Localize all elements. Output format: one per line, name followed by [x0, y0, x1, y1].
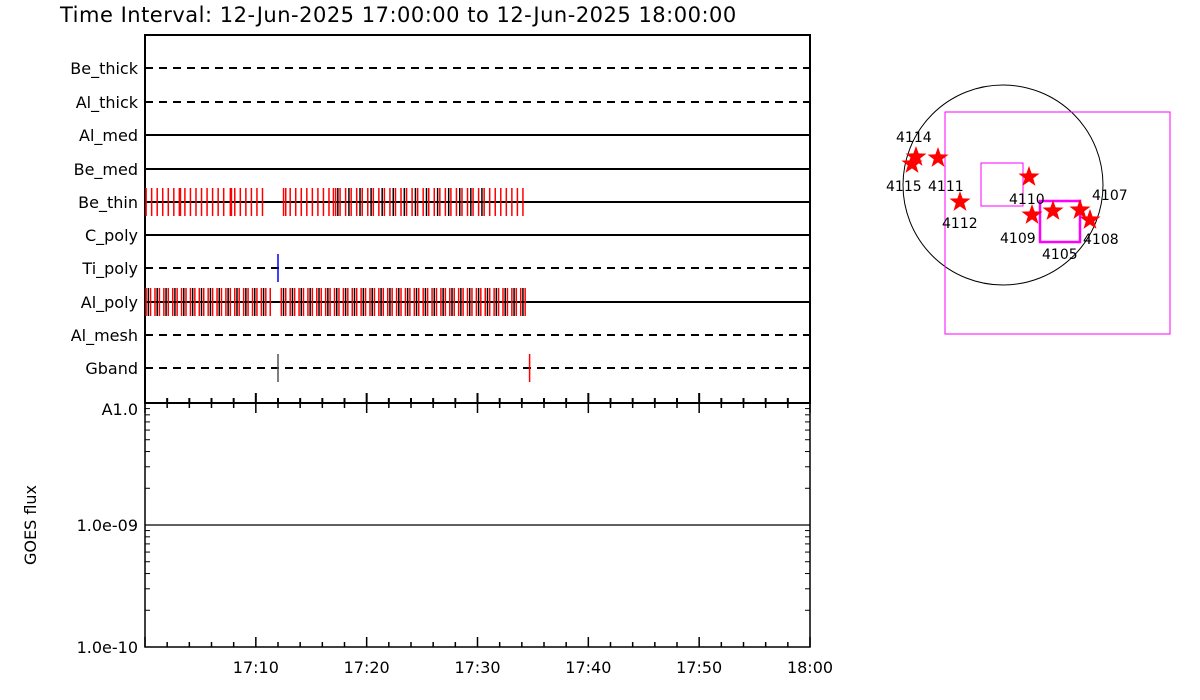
active-region-label: 4109	[1000, 231, 1036, 247]
x-tick-label: 17:10	[233, 658, 279, 677]
filter-label-Al_poly: Al_poly	[81, 293, 138, 313]
x-tick-label: 17:50	[676, 658, 722, 677]
active-region-label: 4107	[1092, 188, 1128, 204]
filter-label-C_poly: C_poly	[85, 226, 138, 246]
y-tick-label: 1.0e-09	[77, 516, 138, 535]
active-region-star	[905, 146, 927, 166]
active-region-label: 4112	[942, 216, 978, 232]
filter-label-Al_thick: Al_thick	[76, 93, 139, 113]
solar-limb	[902, 84, 1104, 286]
active-region-star	[1069, 199, 1091, 219]
active-region-label: 4105	[1042, 247, 1078, 263]
active-region-star	[1021, 204, 1043, 224]
filter-label-Al_med: Al_med	[79, 126, 138, 146]
fov-large	[944, 111, 1171, 335]
filter-label-Be_med: Be_med	[74, 160, 138, 180]
active-region-star	[927, 147, 949, 167]
x-tick-label: 17:30	[454, 658, 500, 677]
active-region-label: 4110	[1009, 192, 1045, 208]
y-axis-label: GOES flux	[21, 485, 40, 565]
filter-label-Ti_poly: Ti_poly	[81, 259, 138, 279]
active-region-star	[1042, 200, 1064, 220]
x-tick-label: 17:20	[344, 658, 390, 677]
filter-label-Gband: Gband	[85, 359, 138, 378]
x-tick-label: 18:00	[787, 658, 833, 677]
active-region-star	[949, 191, 971, 211]
timeline-frame	[144, 34, 811, 404]
y-tick-label: 1.0e-10	[77, 638, 138, 657]
active-region-label: 4115	[886, 179, 922, 195]
y-tick-label: A1.0	[102, 400, 138, 419]
filter-label-Be_thick: Be_thick	[70, 59, 138, 79]
active-region-label: 4108	[1083, 232, 1119, 248]
active-region-star	[1079, 209, 1101, 229]
active-region-label: 4111	[928, 179, 964, 195]
active-region-label: 4114	[896, 130, 932, 146]
active-region-star	[1018, 166, 1040, 186]
filter-label-Be_thin: Be_thin	[78, 193, 138, 213]
active-region-star	[901, 153, 923, 173]
x-tick-label: 17:40	[565, 658, 611, 677]
filter-label-Al_mesh: Al_mesh	[71, 326, 138, 346]
plot-title: Time Interval: 12-Jun-2025 17:00:00 to 1…	[60, 3, 737, 27]
fov-small-2	[1038, 199, 1082, 244]
